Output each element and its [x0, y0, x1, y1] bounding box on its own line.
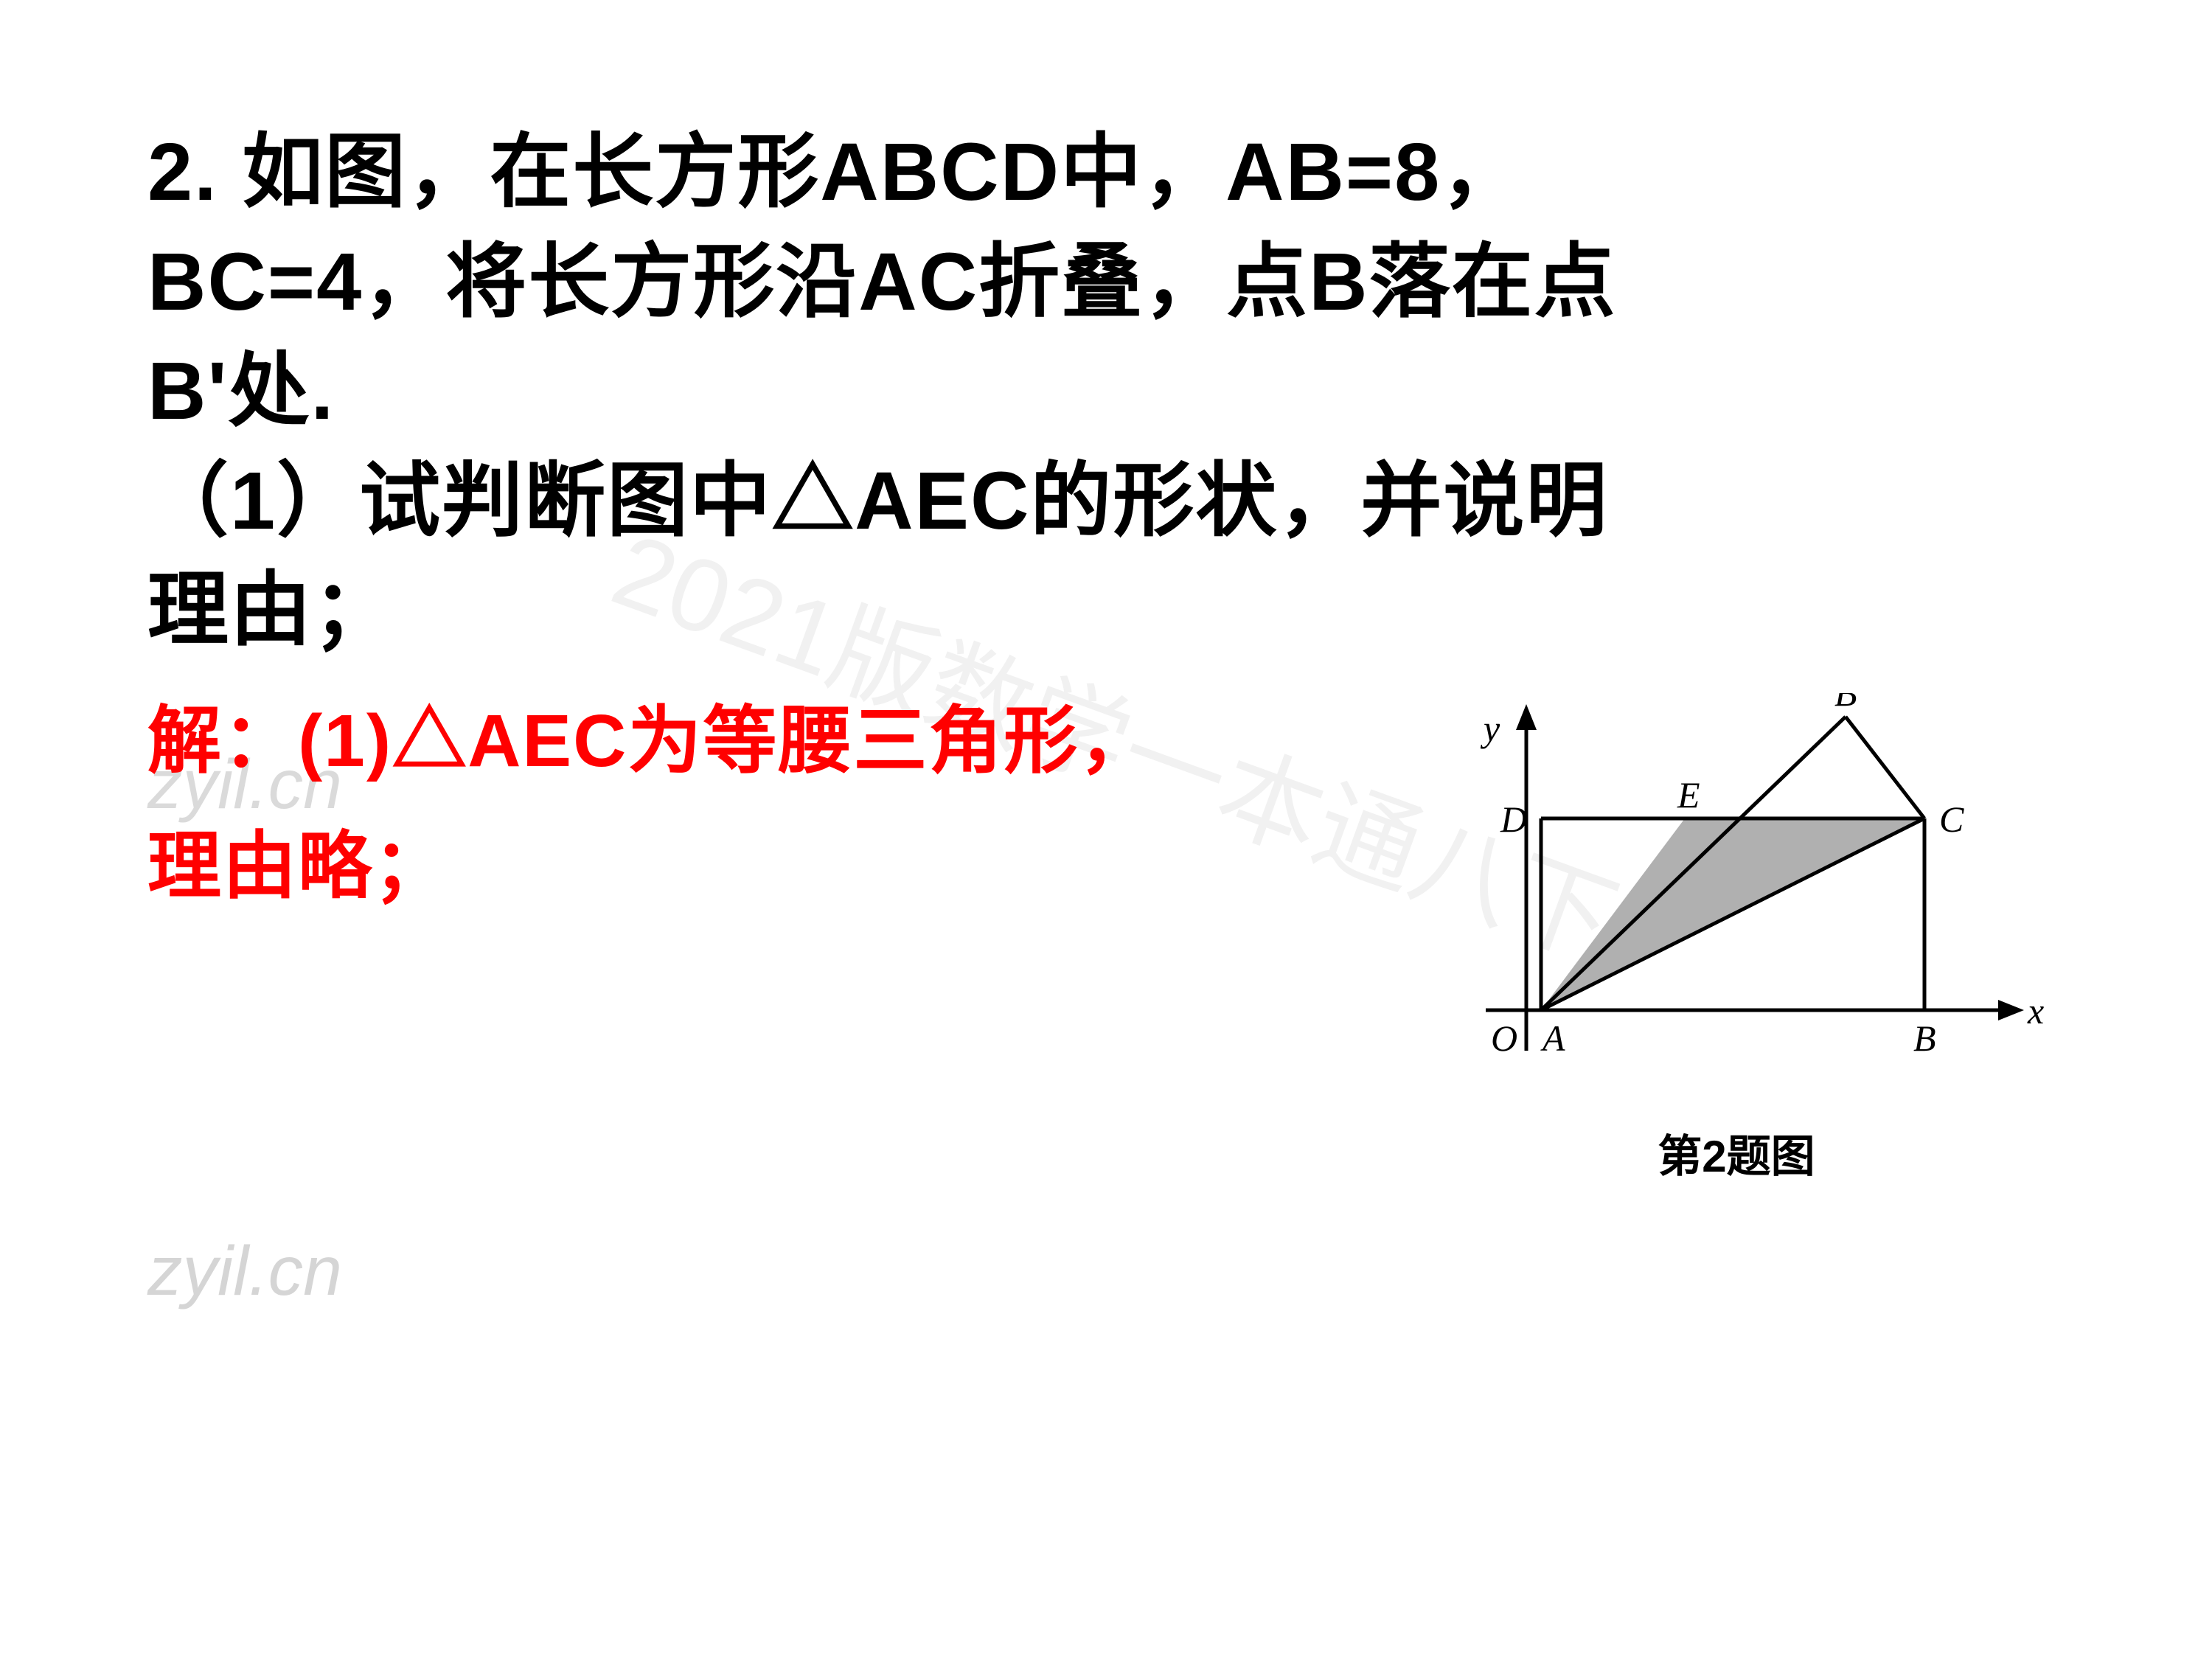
- content-container: 2. 如图，在长方形ABCD中，AB=8， BC=4，将长方形沿AC折叠，点B落…: [147, 118, 2065, 917]
- question-line-2: 理由；: [147, 556, 1438, 666]
- problem-line-1: 2. 如图，在长方形ABCD中，AB=8，: [147, 118, 2065, 228]
- x-axis-arrow: [1998, 1000, 2024, 1020]
- label-y: y: [1480, 708, 1500, 749]
- answer-line-1: 解：(1)△AEC为等腰三角形，: [147, 692, 1438, 791]
- label-D: D: [1500, 799, 1527, 840]
- question-line-1: （1）试判断图中△AEC的形状，并说明: [147, 447, 2065, 557]
- label-x: x: [2027, 990, 2044, 1032]
- line-c-bprime: [1846, 717, 1924, 818]
- problem-line-3: B'处.: [147, 337, 2065, 447]
- label-B: B: [1913, 1018, 1936, 1059]
- label-E: E: [1677, 774, 1700, 815]
- y-axis-arrow: [1516, 704, 1537, 730]
- figure-caption: 第2题图: [1423, 1121, 2050, 1185]
- answer-line-2: 理由略；: [147, 817, 1438, 917]
- label-Bprime: B′: [1834, 693, 1866, 714]
- label-O: O: [1491, 1018, 1517, 1059]
- label-C: C: [1939, 799, 1964, 840]
- label-A: A: [1540, 1018, 1565, 1059]
- geometry-figure: y x O A B C D E B′: [1423, 693, 2050, 1106]
- watermark-2: zyil.cn: [147, 1231, 342, 1312]
- figure-container: y x O A B C D E B′ 第2题图: [1423, 693, 2050, 1224]
- problem-line-2: BC=4，将长方形沿AC折叠，点B落在点: [147, 228, 2065, 338]
